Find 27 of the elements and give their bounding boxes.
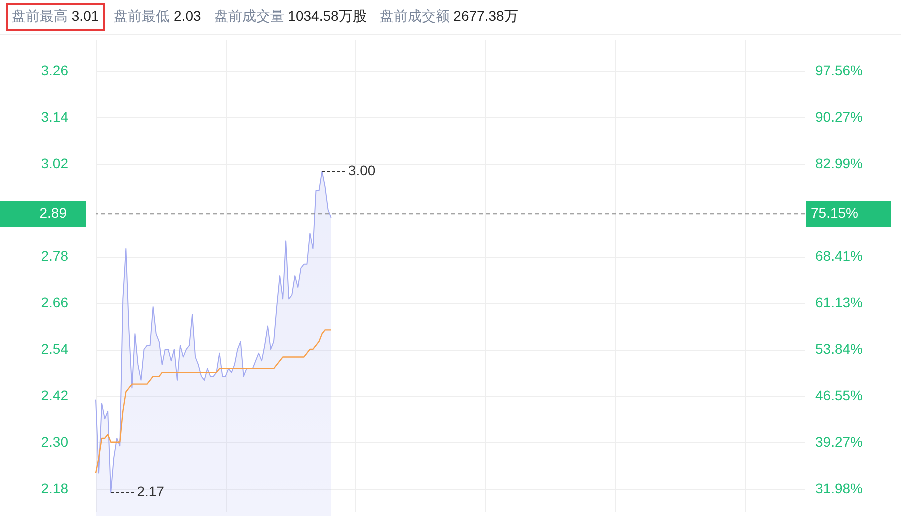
text: 盘前成交量 1034.58万股 <box>214 8 367 24</box>
y-tick-label: 2.66 <box>41 294 69 311</box>
y-tick-label: 2.54 <box>41 341 69 358</box>
line-series <box>95 330 332 474</box>
y-tick-label: 3.26 <box>41 62 69 78</box>
y-tick-label: 2.78 <box>41 248 69 264</box>
y2-tick-label: 90.27% <box>816 108 863 125</box>
ref-line-label: 2.89 <box>40 205 68 222</box>
text: 盘前成交额 2677.38万 <box>380 8 518 24</box>
annotation: 3.00 <box>348 162 376 179</box>
y-tick-label: 2.18 <box>41 480 69 496</box>
y-tick-label: 2.42 <box>41 387 69 404</box>
y2-tick-label: 46.55% <box>816 387 863 404</box>
y-tick-label: 3.14 <box>41 108 69 125</box>
y2-tick-label: 82.99% <box>816 155 863 172</box>
y-tick-label: 3.02 <box>41 155 69 172</box>
annotation: 2.17 <box>137 484 165 500</box>
outline-box: 盘前最高 3.01 <box>6 3 106 31</box>
text: 75.15% <box>811 205 858 222</box>
y-tick-label: 2.30 <box>41 434 69 450</box>
y2-tick-label: 39.27% <box>816 434 863 450</box>
y2-tick-label: 97.56% <box>816 62 863 78</box>
text: 盘前最低 2.03 <box>114 8 202 24</box>
y2-tick-label: 61.13% <box>816 294 863 311</box>
y2-tick-label: 31.98% <box>816 480 863 496</box>
y2-tick-label: 53.84% <box>816 341 863 358</box>
y2-tick-label: 68.41% <box>816 248 863 264</box>
